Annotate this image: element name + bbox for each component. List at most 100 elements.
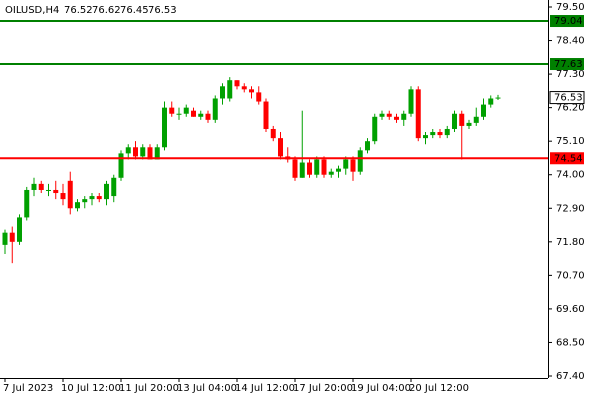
level-label-box xyxy=(550,15,584,28)
candle-body xyxy=(249,89,254,93)
candle-body xyxy=(241,86,247,90)
level-label: 74.54 xyxy=(554,153,583,164)
candle-body xyxy=(147,147,153,160)
candle-body xyxy=(133,147,138,157)
candle-body xyxy=(299,162,305,178)
candle-body xyxy=(278,138,283,157)
candle-body xyxy=(430,132,436,136)
candle-body xyxy=(104,183,109,200)
candle-body xyxy=(328,171,334,175)
candle-body xyxy=(365,141,370,151)
y-tick-label: 74.00 xyxy=(556,170,585,181)
candle-body xyxy=(444,128,450,136)
level-label-box xyxy=(550,58,584,71)
candle-body xyxy=(31,183,37,190)
x-tick-label: 19 Jul 04:00 xyxy=(351,383,411,394)
level-label: 77.63 xyxy=(554,59,583,70)
candle-body xyxy=(96,196,102,200)
candle-body xyxy=(495,97,501,99)
header-low: 76.45 xyxy=(120,5,149,16)
candle-body xyxy=(437,132,443,136)
candle-body xyxy=(372,116,378,142)
candle-body xyxy=(314,159,320,175)
level-label-box xyxy=(550,152,584,165)
candle-body xyxy=(350,159,356,172)
candle-body xyxy=(60,193,66,200)
x-tick-label: 10 Jul 12:00 xyxy=(61,383,121,394)
candle-body xyxy=(343,159,349,169)
candle-body xyxy=(227,80,233,99)
candle-body xyxy=(9,232,15,242)
candle-body xyxy=(488,98,494,105)
y-tick-label: 75.10 xyxy=(556,136,585,147)
candle-body xyxy=(386,113,392,117)
candle-body xyxy=(162,107,167,148)
candle-body xyxy=(234,80,240,87)
candle-body xyxy=(415,89,421,139)
candle-body xyxy=(111,177,117,197)
candle-body xyxy=(394,116,399,120)
y-tick-label: 70.70 xyxy=(556,270,585,281)
candle-body xyxy=(82,199,88,203)
candle-body xyxy=(75,202,80,209)
candle-body xyxy=(67,180,73,209)
candle-body xyxy=(183,107,189,114)
x-tick-label: 7 Jul 2023 xyxy=(3,383,53,394)
candle-body xyxy=(452,113,457,129)
candle-body xyxy=(270,128,276,139)
candle-body xyxy=(118,153,124,178)
candle-body xyxy=(423,135,428,139)
x-tick-label: 11 Jul 20:00 xyxy=(119,383,179,394)
y-tick-label: 71.80 xyxy=(556,237,585,248)
candle-body xyxy=(212,98,218,120)
candle-body xyxy=(256,92,262,102)
candle-body xyxy=(220,86,225,99)
x-tick-label: 17 Jul 20:00 xyxy=(293,383,353,394)
candle-body xyxy=(2,232,8,245)
header-close: 76.53 xyxy=(148,5,177,16)
y-tick-label: 77.30 xyxy=(556,69,585,80)
x-tick-label: 13 Jul 04:00 xyxy=(177,383,237,394)
candle-body xyxy=(89,196,95,200)
header-open: 76.52 xyxy=(64,5,93,16)
candle-body xyxy=(140,147,146,157)
y-tick-label: 67.40 xyxy=(556,371,585,382)
candle-body xyxy=(466,122,472,126)
candle-body xyxy=(263,101,269,129)
candle-body xyxy=(292,159,298,178)
candle-body xyxy=(307,162,312,175)
level-label: 79.04 xyxy=(554,16,583,27)
candle-body xyxy=(191,110,196,117)
y-tick-label: 68.50 xyxy=(556,337,585,348)
candle-body xyxy=(481,104,486,117)
y-tick-label: 76.20 xyxy=(556,103,585,114)
candle-body xyxy=(336,168,341,172)
candle-body xyxy=(169,107,175,114)
header-high: 76.62 xyxy=(92,5,121,16)
last-price-label: 76.53 xyxy=(554,93,583,104)
candle-body xyxy=(38,183,44,190)
candle-body xyxy=(53,189,59,194)
candle-body xyxy=(321,159,327,175)
candle-body xyxy=(176,113,182,115)
candle-body xyxy=(24,189,30,218)
candle-body xyxy=(357,150,363,172)
candle-body xyxy=(379,113,385,117)
last-price-box xyxy=(549,91,585,105)
candle-body xyxy=(459,113,465,126)
y-tick-label: 79.50 xyxy=(556,2,585,13)
candle-body xyxy=(46,189,51,191)
y-tick-label: 78.40 xyxy=(556,36,585,47)
y-tick-label: 69.60 xyxy=(556,304,585,315)
candle-body xyxy=(154,147,160,160)
candle-body xyxy=(17,217,22,242)
candle-body xyxy=(408,89,414,114)
candle-body xyxy=(198,113,204,117)
x-tick-label: 14 Jul 12:00 xyxy=(235,383,295,394)
symbol-title: OILUSD,H4 xyxy=(5,5,59,16)
candle-body xyxy=(401,113,407,120)
y-tick-label: 72.90 xyxy=(556,203,585,214)
x-tick-label: 20 Jul 12:00 xyxy=(409,383,469,394)
